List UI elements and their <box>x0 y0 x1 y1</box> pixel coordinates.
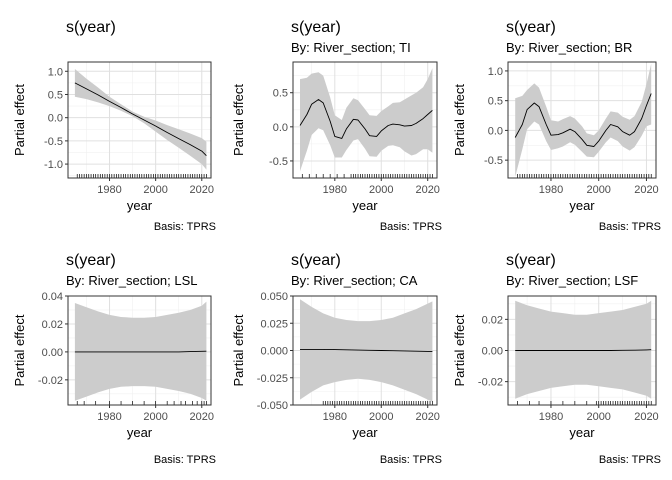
y-tick-label: -1.0 <box>44 159 63 171</box>
confidence-band <box>74 301 207 401</box>
x-tick-label: 1980 <box>97 411 121 423</box>
x-tick-label: 2000 <box>369 411 393 423</box>
y-tick-label: 0.0 <box>488 125 503 137</box>
y-tick-label: -0.5 <box>484 155 503 167</box>
x-tick-label: 2020 <box>190 184 214 196</box>
y-tick-label: 0.02 <box>482 314 503 326</box>
y-axis-label: Partial effect <box>452 314 467 386</box>
confidence-band <box>515 300 652 399</box>
y-axis-label: Partial effect <box>12 314 27 386</box>
y-axis-label: Partial effect <box>12 84 27 156</box>
confidence-band <box>300 68 433 172</box>
x-axis-label: year <box>127 198 153 213</box>
y-axis-label: Partial effect <box>231 314 246 386</box>
y-axis-label: Partial effect <box>231 84 246 156</box>
y-tick-label: 0.02 <box>42 319 63 331</box>
panel-border <box>67 61 212 179</box>
x-tick-label: 2000 <box>143 411 167 423</box>
x-tick-label: 2020 <box>415 411 439 423</box>
panel-subtitle: By: River_section; TI <box>291 40 411 55</box>
y-tick-label: 0.0 <box>273 122 288 134</box>
y-tick-label: 1.0 <box>48 66 63 78</box>
panel-title: s(year) <box>291 19 341 36</box>
panel-border <box>507 61 657 179</box>
panel-title: s(year) <box>506 252 556 269</box>
panel-1: 1980 2000 2020 -1.0 -0.5 0.0 0.5 1.0 s(year) year… <box>12 19 216 233</box>
panel-subtitle: By: River_section; LSF <box>506 273 638 288</box>
y-tick-label: 0.050 <box>260 291 288 303</box>
smooth-line <box>514 93 652 147</box>
y-tick-label: 0.025 <box>260 318 288 330</box>
x-tick-label: 1980 <box>323 411 347 423</box>
panel-3: 1980 2000 2020 -0.5 0.0 0.5 1.0 s(year) By: Rive… <box>452 19 661 233</box>
x-tick-label: 1980 <box>323 184 347 196</box>
panel-title: s(year) <box>291 252 341 269</box>
x-tick-label: 2020 <box>634 184 658 196</box>
basis-caption: Basis: TPRS <box>154 221 216 233</box>
smooth-line <box>300 348 433 353</box>
x-tick-label: 2020 <box>190 411 214 423</box>
x-tick-label: 2020 <box>634 411 658 423</box>
x-axis-label: year <box>352 198 378 213</box>
y-tick-label: -0.050 <box>257 400 288 412</box>
x-axis-label: year <box>569 425 595 440</box>
panel-border <box>292 61 438 179</box>
panel-6: 1980 2000 2020 -0.02 0.00 0.02 s(year) By: Rive… <box>452 252 661 466</box>
x-tick-label: 2000 <box>586 184 610 196</box>
panel-title: s(year) <box>506 19 556 36</box>
smooth-line <box>74 82 207 157</box>
x-tick-label: 2000 <box>586 411 610 423</box>
x-tick-label: 1980 <box>539 184 563 196</box>
basis-caption: Basis: TPRS <box>154 454 216 466</box>
basis-caption: Basis: TPRS <box>380 454 442 466</box>
panel-subtitle: By: River_section; BR <box>506 40 632 55</box>
x-axis-label: year <box>569 198 595 213</box>
panel-subtitle: By: River_section; LSL <box>66 273 198 288</box>
x-tick-label: 1980 <box>97 184 121 196</box>
x-tick-label: 1980 <box>539 411 563 423</box>
panel-title: s(year) <box>66 19 116 36</box>
x-tick-label: 2000 <box>369 184 393 196</box>
x-tick-label: 2020 <box>415 184 439 196</box>
confidence-band <box>74 69 207 170</box>
y-tick-label: 0.0 <box>48 113 63 125</box>
y-tick-label: 0.04 <box>42 291 63 303</box>
basis-caption: Basis: TPRS <box>380 221 442 233</box>
panel-5: 1980 2000 2020 -0.050 -0.025 0.000 0.025 0.050 s… <box>231 252 442 466</box>
panel-subtitle: By: River_section; CA <box>291 273 418 288</box>
x-tick-label: 2000 <box>143 184 167 196</box>
y-tick-label: -0.5 <box>44 136 63 148</box>
y-tick-label: -0.02 <box>38 375 63 387</box>
y-axis-label: Partial effect <box>452 84 467 156</box>
panel-title: s(year) <box>66 252 116 269</box>
y-tick-label: 0.00 <box>482 346 503 358</box>
y-tick-label: -0.5 <box>269 156 288 168</box>
x-axis-label: year <box>127 425 153 440</box>
y-tick-label: 0.5 <box>273 88 288 100</box>
y-tick-label: 1.0 <box>488 66 503 78</box>
y-tick-label: -0.025 <box>257 373 288 385</box>
y-tick-label: -0.02 <box>478 377 503 389</box>
smooth-line <box>515 349 652 351</box>
confidence-band <box>515 63 652 177</box>
basis-caption: Basis: TPRS <box>599 454 661 466</box>
y-tick-label: 0.00 <box>42 347 63 359</box>
basis-caption: Basis: TPRS <box>599 221 661 233</box>
y-tick-label: 0.5 <box>488 96 503 108</box>
y-tick-label: 0.000 <box>260 346 288 358</box>
smooth-line <box>299 99 433 139</box>
panel-2: 1980 2000 2020 -0.5 0.0 0.5 s(year) By: River_s… <box>231 19 442 233</box>
y-tick-label: 0.5 <box>48 89 63 101</box>
x-axis-label: year <box>352 425 378 440</box>
panel-4: 1980 2000 2020 -0.02 0.00 0.02 0.04 s(year) By: … <box>12 252 216 466</box>
panel-border <box>67 295 212 406</box>
smooth-line <box>74 350 207 353</box>
